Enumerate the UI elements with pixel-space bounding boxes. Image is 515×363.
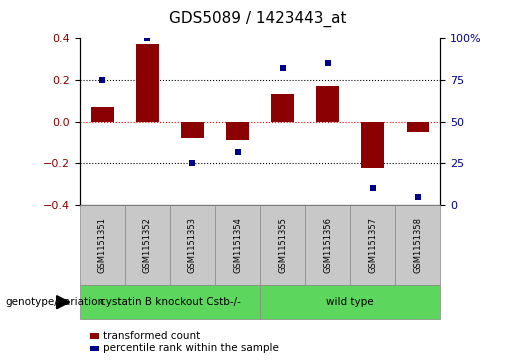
Bar xyxy=(316,86,339,122)
Text: GSM1151358: GSM1151358 xyxy=(414,217,422,273)
Bar xyxy=(136,44,159,122)
Point xyxy=(188,160,197,166)
Text: percentile rank within the sample: percentile rank within the sample xyxy=(103,343,279,354)
Text: transformed count: transformed count xyxy=(103,331,200,341)
Text: GSM1151354: GSM1151354 xyxy=(233,217,242,273)
Point xyxy=(233,149,242,155)
Point xyxy=(143,35,151,41)
Text: GDS5089 / 1423443_at: GDS5089 / 1423443_at xyxy=(169,11,346,27)
Point xyxy=(323,60,332,66)
Bar xyxy=(181,122,204,138)
Text: GSM1151351: GSM1151351 xyxy=(98,217,107,273)
Bar xyxy=(226,122,249,140)
Point xyxy=(98,77,107,83)
Text: cystatin B knockout Cstb-/-: cystatin B knockout Cstb-/- xyxy=(99,297,241,307)
Text: GSM1151355: GSM1151355 xyxy=(278,217,287,273)
Text: GSM1151352: GSM1151352 xyxy=(143,217,152,273)
Bar xyxy=(91,107,114,122)
Text: genotype/variation: genotype/variation xyxy=(5,297,104,307)
Bar xyxy=(362,122,384,168)
Bar xyxy=(406,122,429,132)
Text: GSM1151356: GSM1151356 xyxy=(323,217,332,273)
Text: GSM1151353: GSM1151353 xyxy=(188,217,197,273)
Text: wild type: wild type xyxy=(327,297,374,307)
Point xyxy=(369,185,377,191)
Bar xyxy=(271,94,294,122)
Text: GSM1151357: GSM1151357 xyxy=(368,217,377,273)
Point xyxy=(279,65,287,71)
Point xyxy=(414,194,422,200)
